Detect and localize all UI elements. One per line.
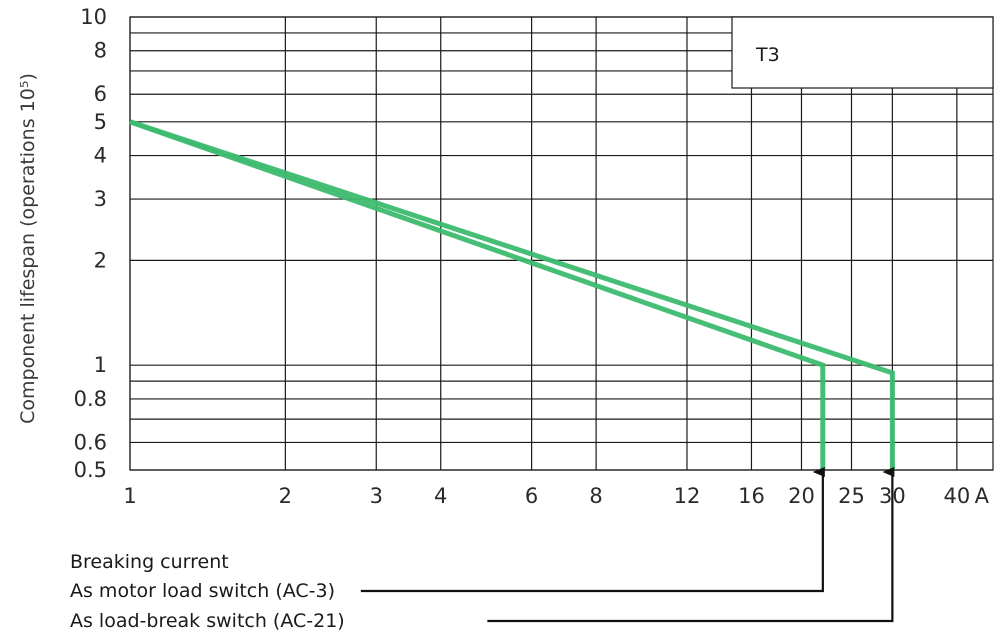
y-axis-label: Component lifespan (operations 10⁵) [17,73,39,424]
x-tick-label: 4 [434,484,447,508]
grid [129,16,994,471]
legend-pointer-1 [360,467,825,593]
series-line-1 [129,119,826,470]
x-tick-label: 12 [674,484,701,508]
series-line-2 [129,119,895,470]
legend-label-1: As motor load switch (AC-3) [70,580,335,602]
x-unit-label: A [975,484,990,508]
x-tick-label: 1 [123,484,136,508]
y-tick-label: 10 [80,5,107,29]
x-tick-label: 6 [525,484,538,508]
x-tick-label: 20 [788,484,815,508]
y-tick-label: 3 [94,187,107,211]
x-tick-label: 25 [838,484,865,508]
y-tick-label: 6 [94,82,107,106]
series-label-box: T3 [731,16,994,89]
x-tick-labels: 1 2 3 4 6 8 12 16 20 25 30 40 A [123,484,989,508]
x-tick-label: 3 [370,484,383,508]
legend: Breaking current As motor load switch (A… [70,467,895,632]
x-axis-label: Breaking current [70,551,229,573]
t3-label: T3 [755,44,780,66]
y-tick-label: 1 [94,353,107,377]
y-tick-labels: 0.5 0.6 0.8 1 2 3 4 5 6 8 10 [74,5,107,482]
y-tick-label: 5 [94,110,107,134]
legend-label-2: As load-break switch (AC-21) [70,610,345,632]
x-tick-label: 16 [738,484,765,508]
x-tick-label: 8 [589,484,602,508]
y-tick-label: 0.6 [74,430,107,454]
y-tick-label: 0.8 [74,387,107,411]
x-tick-label: 2 [279,484,292,508]
x-tick-label: 40 [943,484,970,508]
y-tick-label: 8 [94,39,107,63]
series-lines [129,119,895,470]
y-tick-label: 0.5 [74,458,107,482]
y-tick-label: 4 [94,144,107,168]
y-tick-label: 2 [94,248,107,272]
t3-label-box [731,16,994,89]
legend-pointer-2 [487,467,895,623]
